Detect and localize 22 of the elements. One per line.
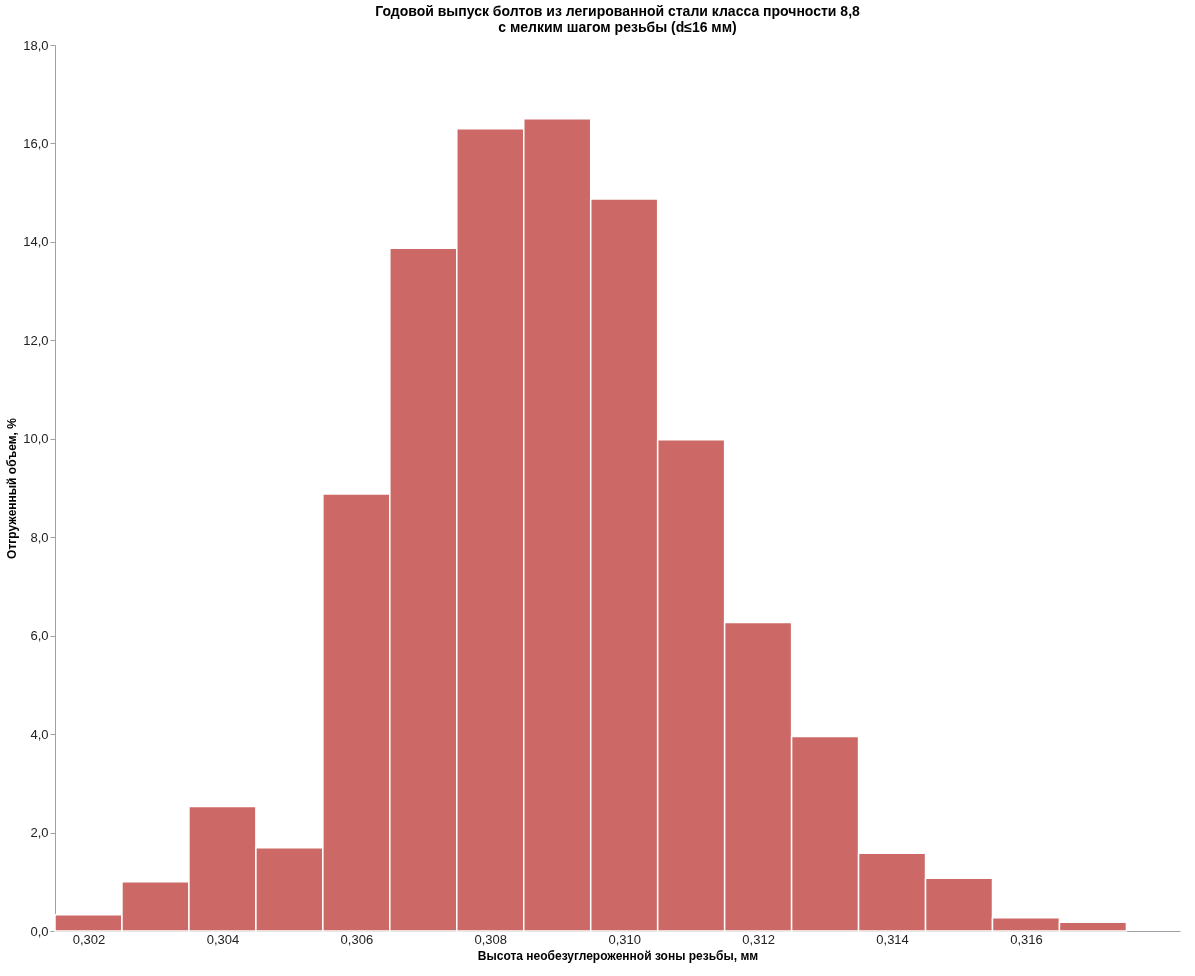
y-tick-label: 16,0 (23, 135, 49, 151)
x-tick-label: 0,306 (340, 931, 374, 947)
x-tick-label: 0,312 (742, 931, 775, 947)
x-tick-label: 0,310 (608, 931, 641, 947)
x-tick-label: 0,308 (474, 931, 508, 947)
y-tick-label: 12,0 (23, 332, 49, 348)
y-axis-title: Отгруженный объем, % (5, 417, 20, 559)
text: Годовой выпуск болтов из легированной стали класса прочности 8,8 (375, 3, 860, 19)
y-tick-label: 4,0 (30, 726, 49, 742)
y-tick-label: 18,0 (23, 37, 49, 53)
x-tick-label: 0,314 (876, 931, 909, 947)
y-tick-label: 6,0 (30, 628, 49, 644)
y-tick-label: 10,0 (23, 431, 49, 447)
y-tick-label: 14,0 (23, 234, 49, 250)
x-tick-label: 0,304 (206, 931, 240, 947)
y-tick-label: 2,0 (30, 825, 49, 841)
x-tick-label: 0,316 (1010, 931, 1043, 947)
y-tick-label: 8,0 (30, 529, 49, 545)
y-tick-label: 0,0 (30, 923, 49, 939)
x-axis-title: Высота необезуглероженной зоны резьбы, мм (477, 948, 759, 963)
text: с мелким шагом резьбы (d≤16 мм) (498, 19, 737, 35)
x-tick-label: 0,302 (72, 931, 106, 947)
